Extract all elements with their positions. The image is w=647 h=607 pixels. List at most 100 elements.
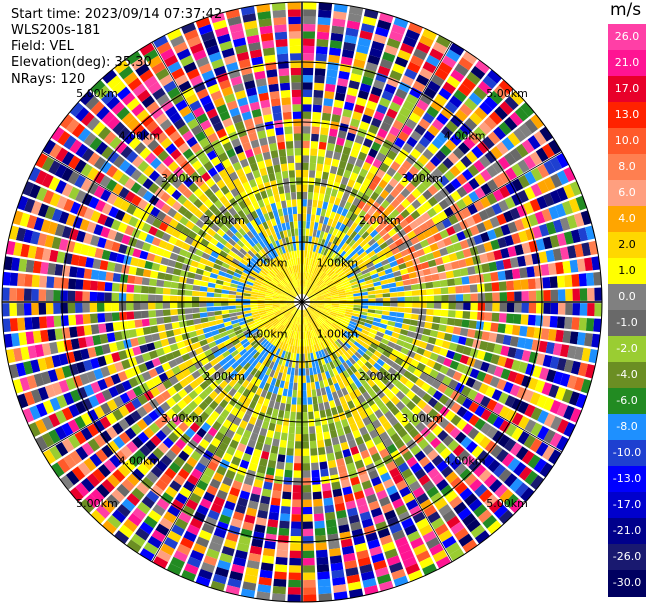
range-gate-cell — [317, 395, 323, 404]
range-gate-cell — [380, 395, 390, 405]
range-gate-cell — [239, 419, 248, 430]
range-gate-cell — [240, 258, 249, 266]
range-gate-cell — [376, 358, 386, 367]
range-gate-cell — [374, 335, 383, 342]
range-gate-cell — [20, 243, 30, 258]
range-gate-cell — [309, 426, 316, 434]
range-gate-cell — [214, 209, 224, 219]
range-gate-cell — [121, 234, 131, 245]
range-gate-cell — [204, 247, 213, 255]
range-gate-cell — [284, 185, 291, 194]
range-gate-cell — [258, 260, 266, 268]
range-gate-cell — [97, 213, 108, 226]
range-gate-cell — [135, 63, 150, 77]
range-gate-cell — [74, 159, 87, 174]
range-gate-cell — [294, 148, 302, 156]
range-gate-cell — [487, 520, 502, 535]
range-gate-cell — [469, 311, 478, 320]
range-gate-cell — [400, 549, 415, 562]
range-gate-cell — [142, 178, 154, 190]
range-gate-cell — [456, 418, 468, 431]
range-gate-cell — [121, 359, 131, 370]
range-gate-cell — [279, 298, 287, 301]
range-gate-cell — [306, 213, 311, 222]
range-gate-cell — [335, 317, 343, 323]
range-gate-cell — [254, 225, 262, 234]
range-gate-cell — [152, 503, 166, 517]
range-gate-cell — [178, 362, 188, 372]
range-gate-cell — [111, 292, 120, 302]
range-gate-cell — [285, 312, 292, 318]
range-gate-cell — [302, 206, 307, 214]
range-gate-cell — [55, 442, 69, 457]
range-gate-cell — [569, 331, 579, 345]
range-gate-cell — [287, 321, 292, 329]
range-gate-cell — [462, 346, 472, 356]
range-gate-cell — [212, 19, 228, 31]
range-gate-cell — [211, 534, 225, 546]
range-gate-cell — [309, 228, 314, 237]
range-gate-cell — [373, 362, 382, 371]
range-gate-cell — [242, 181, 251, 191]
range-gate-cell — [344, 455, 354, 465]
range-gate-cell — [258, 576, 272, 586]
range-gate-cell — [353, 296, 362, 300]
range-gate-cell — [287, 389, 293, 398]
range-gate-cell — [296, 184, 302, 192]
range-gate-cell — [106, 261, 116, 272]
range-gate-cell — [419, 295, 427, 302]
range-gate-cell — [431, 323, 440, 331]
range-gate-cell — [282, 318, 288, 326]
range-gate-cell — [314, 328, 319, 336]
range-gate-cell — [161, 232, 172, 242]
range-gate-cell — [253, 281, 262, 286]
range-gate-cell — [309, 323, 313, 331]
range-gate-cell — [305, 309, 309, 316]
range-gate-cell — [359, 345, 368, 353]
range-gate-cell — [549, 316, 558, 328]
range-gate-cell — [334, 502, 346, 512]
range-gate-cell — [226, 493, 238, 504]
range-gate-cell — [401, 468, 414, 480]
range-gate-cell — [287, 433, 295, 442]
range-gate-cell — [572, 288, 581, 301]
range-gate-cell — [197, 229, 207, 238]
range-gate-cell — [69, 389, 81, 403]
range-gate-cell — [333, 591, 348, 601]
instrument-text: WLS200s-181 — [11, 23, 101, 38]
range-gate-cell — [346, 376, 354, 385]
range-gate-cell — [376, 346, 385, 354]
range-gate-cell — [511, 427, 524, 441]
range-gate-cell — [491, 389, 503, 401]
range-gate-cell — [268, 285, 276, 290]
range-gate-cell — [229, 486, 241, 497]
range-gate-cell — [338, 306, 347, 309]
range-gate-cell — [382, 297, 391, 302]
range-gate-cell — [302, 199, 307, 207]
range-gate-cell — [277, 315, 285, 321]
range-gate-cell — [275, 323, 282, 330]
range-gate-cell — [272, 298, 280, 301]
range-gate-cell — [213, 293, 222, 298]
range-gate-cell — [77, 462, 91, 477]
range-gate-cell — [109, 454, 122, 468]
range-gate-cell — [446, 317, 456, 326]
range-gate-cell — [193, 187, 204, 198]
range-gate-cell — [203, 395, 214, 406]
range-gate-cell — [273, 339, 280, 347]
range-gate-cell — [171, 229, 181, 239]
range-gate-cell — [246, 230, 255, 239]
range-gate-cell — [148, 317, 158, 326]
range-gate-cell — [353, 413, 362, 423]
range-gate-cell — [330, 335, 337, 343]
range-gate-cell — [251, 409, 260, 419]
range-gate-cell — [400, 361, 410, 370]
range-gate-cell — [13, 347, 23, 362]
range-gate-cell — [257, 297, 265, 300]
range-gate-cell — [68, 363, 79, 376]
range-gate-cell — [101, 111, 115, 125]
range-gate-cell — [137, 160, 150, 173]
range-gate-cell — [279, 402, 286, 411]
range-gate-cell — [288, 565, 301, 573]
range-gate-cell — [259, 457, 268, 467]
